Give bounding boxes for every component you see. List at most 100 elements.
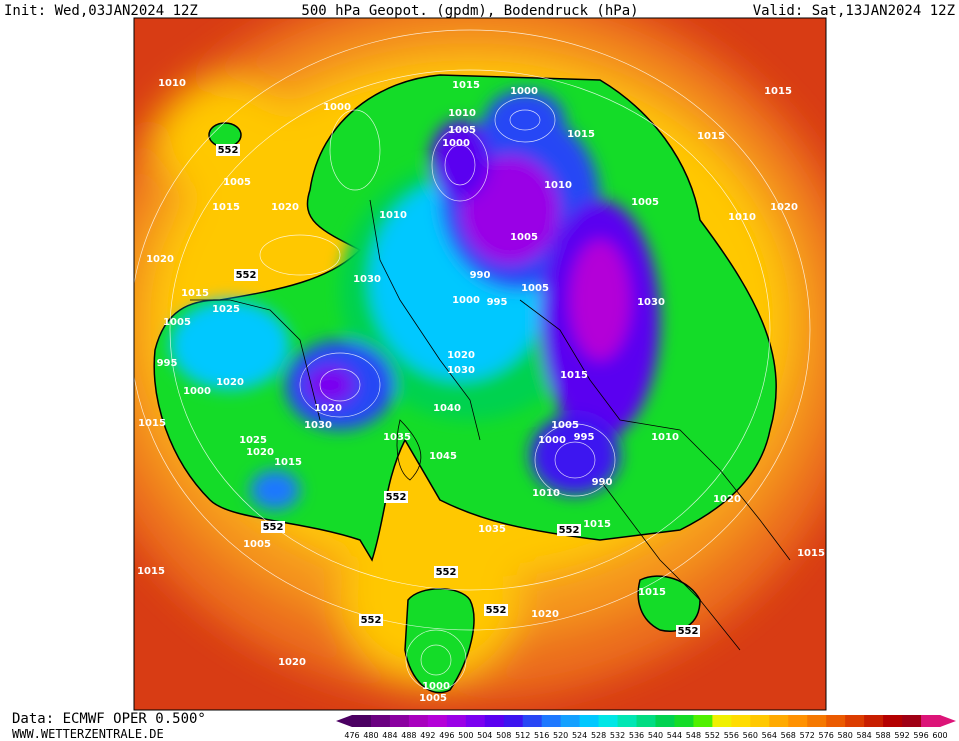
isobar-label: 1030 [304, 420, 332, 431]
isobar-label: 552 [486, 605, 507, 616]
colorbar-box [769, 715, 789, 727]
isobar-label: 1010 [379, 210, 407, 221]
colorbar-box [370, 715, 391, 727]
isobar-label: 1020 [447, 350, 475, 361]
isobar-label: 1015 [138, 418, 166, 429]
isobar-label: 1005 [551, 420, 579, 431]
colorbar-label: 568 [781, 731, 796, 740]
contour-label-box [676, 625, 700, 637]
isobar-label: 995 [487, 297, 508, 308]
colorbar-label: 492 [420, 731, 435, 740]
colorbar-label: 564 [762, 731, 777, 740]
isobar-label: 1000 [422, 681, 450, 692]
colorbar-box [788, 715, 808, 727]
colorbar-label: 504 [477, 731, 492, 740]
colorbar-label: 548 [686, 731, 701, 740]
isobar-label: 1005 [631, 197, 659, 208]
isobar-label: 1020 [146, 254, 174, 265]
isobar-label: 1030 [353, 274, 381, 285]
isobar-label: 1020 [278, 657, 306, 668]
colorbar-label: 576 [819, 731, 834, 740]
isobar-label: 552 [559, 525, 580, 536]
colorbar-box [598, 715, 619, 727]
colorbar-label: 512 [515, 731, 530, 740]
isobar-label: 552 [263, 522, 284, 533]
isobar-label: 1010 [728, 212, 756, 223]
map-frame [133, 17, 827, 711]
colorbar-box [446, 715, 467, 727]
contour-label-box [384, 491, 408, 503]
isobar-label: 1000 [183, 386, 211, 397]
isobar-label: 1005 [163, 317, 191, 328]
colorbar-box [883, 715, 903, 727]
isobar-label: 1015 [764, 86, 792, 97]
isobar-label: 1010 [158, 78, 186, 89]
colorbar-label: 480 [363, 731, 378, 740]
isobar-label: 1015 [797, 548, 825, 559]
data-source: Data: ECMWF OPER 0.500° [12, 711, 206, 727]
colorbar-box [352, 715, 372, 727]
isobar-label: 552 [361, 615, 382, 626]
colorbar-label: 484 [382, 731, 397, 740]
colorbar-box [408, 715, 429, 727]
colorbar-label: 560 [743, 731, 758, 740]
colorbar-label: 508 [496, 731, 511, 740]
isobar-label: 1000 [452, 295, 480, 306]
isobar-label: 1015 [137, 566, 165, 577]
colorbar-box [845, 715, 865, 727]
isobar-label: 1000 [538, 435, 566, 446]
isobar-label: 1030 [447, 365, 475, 376]
isobar-label: 1010 [651, 432, 679, 443]
isobar-label: 1015 [181, 288, 209, 299]
colorbar-box [902, 715, 922, 727]
isobar-label: 990 [592, 477, 613, 488]
contour-label-box [359, 614, 383, 626]
colorbar-box [560, 715, 581, 727]
isobar-label: 1000 [442, 138, 470, 149]
colorbar-label: 556 [724, 731, 739, 740]
isobar-label: 1025 [239, 435, 267, 446]
contour-label-box [234, 269, 258, 281]
isobar-label: 1015 [274, 457, 302, 468]
valid-time: Valid: Sat,13JAN2024 12Z [753, 3, 955, 19]
isobar-label: 1015 [567, 129, 595, 140]
colorbar-box [522, 715, 543, 727]
colorbar-box [465, 715, 486, 727]
colorbar-label: 580 [838, 731, 853, 740]
isobar-label: 1015 [583, 519, 611, 530]
isobar-label: 552 [678, 626, 699, 637]
isobar-label: 1020 [246, 447, 274, 458]
colorbar-box [579, 715, 600, 727]
site-url: WWW.WETTERZENTRALE.DE [12, 727, 164, 741]
colorbar-label: 500 [458, 731, 473, 740]
colorbar-box [427, 715, 448, 727]
colorbar-label: 572 [800, 731, 815, 740]
isobar-label: 1035 [383, 432, 411, 443]
isobar-label: 1005 [419, 693, 447, 704]
colorbar-label: 588 [875, 731, 890, 740]
colorbar-label: 552 [705, 731, 720, 740]
map-title: 500 hPa Geopot. (gpdm), Bodendruck (hPa) [301, 3, 638, 19]
colorbar-label: 520 [553, 731, 568, 740]
isobar-label: 1015 [560, 370, 588, 381]
colorbar-box [617, 715, 638, 727]
isobar-label: 1005 [448, 125, 476, 136]
colorbar-arrow-low [336, 715, 352, 727]
colorbar-label: 540 [648, 731, 663, 740]
isobar-label: 1010 [532, 488, 560, 499]
colorbar-label: 488 [401, 731, 416, 740]
colorbar: 476 480 484 488 492 496 500 504 508 512 516 520 524 5… [336, 715, 956, 740]
isobar-label: 1000 [510, 86, 538, 97]
isobar-label: 1005 [510, 232, 538, 243]
isobar-label: 1005 [521, 283, 549, 294]
colorbar-box [864, 715, 884, 727]
isobar-label: 1030 [637, 297, 665, 308]
contour-label-box [434, 566, 458, 578]
colorbar-box [484, 715, 505, 727]
isobar-label: 1005 [243, 539, 271, 550]
isobar-label: 1010 [544, 180, 572, 191]
contour-label-box [261, 521, 285, 533]
isobar-label: 990 [470, 270, 491, 281]
colorbar-label: 532 [610, 731, 625, 740]
isobar-label: 1015 [697, 131, 725, 142]
